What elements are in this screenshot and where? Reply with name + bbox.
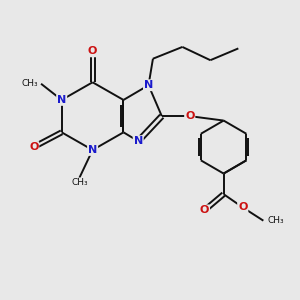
Text: O: O [238,202,248,212]
Text: O: O [200,206,209,215]
Text: CH₃: CH₃ [71,178,88,187]
Text: N: N [88,145,97,155]
Text: CH₃: CH₃ [22,79,38,88]
Text: O: O [185,111,194,121]
Text: N: N [57,95,66,105]
Text: O: O [29,142,38,152]
Text: CH₃: CH₃ [268,216,284,225]
Text: O: O [88,46,97,56]
Text: N: N [144,80,153,90]
Text: N: N [134,136,143,146]
